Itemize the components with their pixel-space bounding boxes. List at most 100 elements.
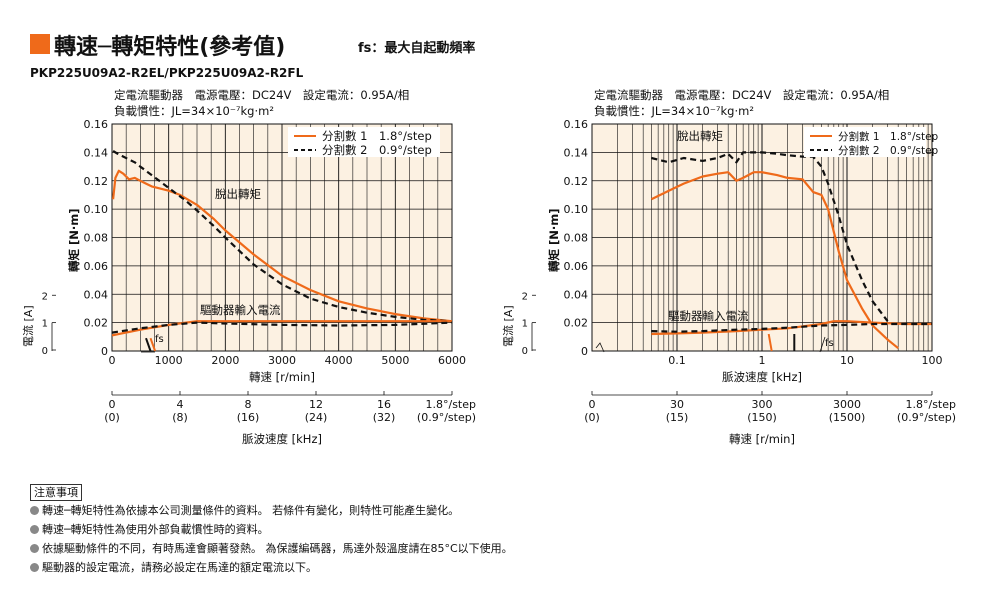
secondary-tick-label: 4 xyxy=(177,398,184,411)
secondary-tick-label: 1.8°/step xyxy=(426,398,477,411)
y-axis-label: 轉矩 [N·m] xyxy=(67,209,81,273)
secondary-tick-label: (0) xyxy=(104,411,120,424)
secondary-tick-label: 300 xyxy=(752,398,773,411)
orange-square-icon xyxy=(30,34,50,54)
x-tick-label: 0.1 xyxy=(668,354,686,367)
model-number: PKP225U09A2-R2EL/PKP225U09A2-R2FL xyxy=(30,66,304,80)
conditions-line: 定電流驅動器 電源電壓：DC24V 設定電流：0.95A/相 xyxy=(114,88,409,102)
note-item: 轉速─轉矩特性為使用外部負載慣性時的資料。 xyxy=(30,520,513,539)
annotation-pullout-torque: 脫出轉矩 xyxy=(677,129,723,143)
secondary-tick-label: (0.9°/step) xyxy=(417,411,476,424)
legend-entry: 分割數 2 0.9°/step xyxy=(322,143,432,157)
current-series-line xyxy=(651,322,932,333)
notes-list: 轉速─轉矩特性為依據本公司測量條件的資料。 若條件有變化，則特性可能產生變化。 … xyxy=(30,501,513,577)
secondary-tick-label: (0.9°/step) xyxy=(897,411,956,424)
torque-series-line xyxy=(112,169,453,323)
y-tick-label: 0.12 xyxy=(564,175,589,188)
bullet-icon xyxy=(30,563,39,572)
y-tick-label: 0.08 xyxy=(84,232,109,245)
conditions-line: 負載慣性：JL=34×10⁻⁷kg·m² xyxy=(594,104,754,118)
legend-entry: 分割數 1 1.8°/step xyxy=(838,130,939,143)
x-tick-label: 6000 xyxy=(438,354,466,367)
page-title: 轉速─轉矩特性(參考值) xyxy=(54,35,286,60)
secondary-tick-label: (0) xyxy=(584,411,600,424)
y-tick-label: 0 xyxy=(101,345,108,358)
secondary-tick-label: (24) xyxy=(305,411,328,424)
current-tick-label: 0 xyxy=(522,346,528,357)
torque-series-line xyxy=(650,171,899,350)
annotation-driver-current: 驅動器輸入電流 xyxy=(200,303,281,317)
conditions-line: 負載慣性：JL=34×10⁻⁷kg·m² xyxy=(114,104,274,118)
annotation-pullout-torque: 脫出轉矩 xyxy=(215,187,261,201)
y-tick-label: 0.10 xyxy=(84,203,109,216)
note-item: 驅動器的設定電流，請務必設定在馬達的額定電流以下。 xyxy=(30,558,513,577)
current-series-line xyxy=(111,321,453,334)
conditions-line: 定電流驅動器 電源電壓：DC24V 設定電流：0.95A/相 xyxy=(594,88,889,102)
secondary-tick-label: 16 xyxy=(377,398,391,411)
secondary-tick-label: 0 xyxy=(109,398,116,411)
current-axis-label: 電流 [A] xyxy=(501,305,515,347)
annotation-driver-current: 驅動器輸入電流 xyxy=(668,309,749,323)
x-axis-label: 脈波速度 [kHz] xyxy=(722,370,802,384)
y-tick-label: 0.02 xyxy=(564,317,589,330)
y-axis-label: 轉矩 [N·m] xyxy=(547,209,561,273)
fs-marker-line xyxy=(149,337,157,352)
x-tick-label: 5000 xyxy=(381,354,409,367)
secondary-tick-label: (150) xyxy=(747,411,777,424)
secondary-tick-label: (16) xyxy=(237,411,260,424)
y-tick-label: 0.06 xyxy=(84,260,109,273)
bullet-icon xyxy=(30,506,39,515)
x-tick-label: 1 xyxy=(759,354,766,367)
note-text: 驅動器的設定電流，請務必設定在馬達的額定電流以下。 xyxy=(42,561,317,574)
fs-marker-line xyxy=(145,337,152,352)
torque-series-line xyxy=(112,150,453,323)
y-tick-label: 0.02 xyxy=(84,317,109,330)
y-tick-label: 0 xyxy=(581,345,588,358)
legend-box xyxy=(804,127,926,157)
notes-title: 注意事項 xyxy=(30,484,82,501)
current-tick-label: 1 xyxy=(522,319,528,330)
secondary-tick-label: 12 xyxy=(309,398,323,411)
x-tick-label: 1000 xyxy=(155,354,183,367)
y-tick-label: 0.16 xyxy=(564,118,589,131)
x-tick-label: 3000 xyxy=(268,354,296,367)
secondary-tick-label: (32) xyxy=(373,411,396,424)
current-tick-label: 2 xyxy=(42,291,48,302)
current-axis-label: 電流 [A] xyxy=(21,305,35,347)
secondary-tick-label: (15) xyxy=(666,411,689,424)
secondary-tick-label: 3000 xyxy=(833,398,861,411)
annotation-fs: fs xyxy=(825,338,834,349)
secondary-tick-label: (8) xyxy=(172,411,188,424)
annotation-fs: fs xyxy=(155,334,164,345)
secondary-tick-label: (1500) xyxy=(829,411,866,424)
axis-break-icon xyxy=(595,342,605,353)
current-series-line xyxy=(111,320,452,337)
x-tick-label: 2000 xyxy=(211,354,239,367)
x-tick-label: 10 xyxy=(840,354,854,367)
secondary-tick-label: 30 xyxy=(670,398,684,411)
y-tick-label: 0.06 xyxy=(564,260,589,273)
x-axis-label: 轉速 [r/min] xyxy=(249,370,315,384)
fs-leader-line xyxy=(819,336,826,353)
x-tick-label: 100 xyxy=(922,354,943,367)
note-item: 依據驅動條件的不同，有時馬達會顯著發熱。 為保護編碼器，馬達外殼溫度請在85°C… xyxy=(30,539,513,558)
fs-marker-line xyxy=(767,333,773,352)
legend-entry: 分割數 2 0.9°/step xyxy=(838,144,939,157)
bullet-icon xyxy=(30,544,39,553)
note-text: 轉速─轉矩特性為使用外部負載慣性時的資料。 xyxy=(42,523,269,536)
note-item: 轉速─轉矩特性為依據本公司測量條件的資料。 若條件有變化，則特性可能產生變化。 xyxy=(30,501,513,520)
y-tick-label: 0.16 xyxy=(84,118,109,131)
secondary-tick-label: 1.8°/step xyxy=(906,398,957,411)
y-tick-label: 0.08 xyxy=(564,232,589,245)
current-tick-label: 0 xyxy=(42,346,48,357)
y-tick-label: 0.12 xyxy=(84,175,109,188)
secondary-tick-label: 8 xyxy=(245,398,252,411)
legend-box xyxy=(288,127,440,157)
x-tick-label: 0 xyxy=(109,354,116,367)
current-tick-label: 2 xyxy=(522,291,528,302)
y-tick-label: 0.04 xyxy=(84,288,109,301)
secondary-tick-label: 0 xyxy=(589,398,596,411)
y-tick-label: 0.14 xyxy=(84,146,109,159)
note-text: 依據驅動條件的不同，有時馬達會顯著發熱。 為保護編碼器，馬達外殼溫度請在85°C… xyxy=(42,542,513,555)
